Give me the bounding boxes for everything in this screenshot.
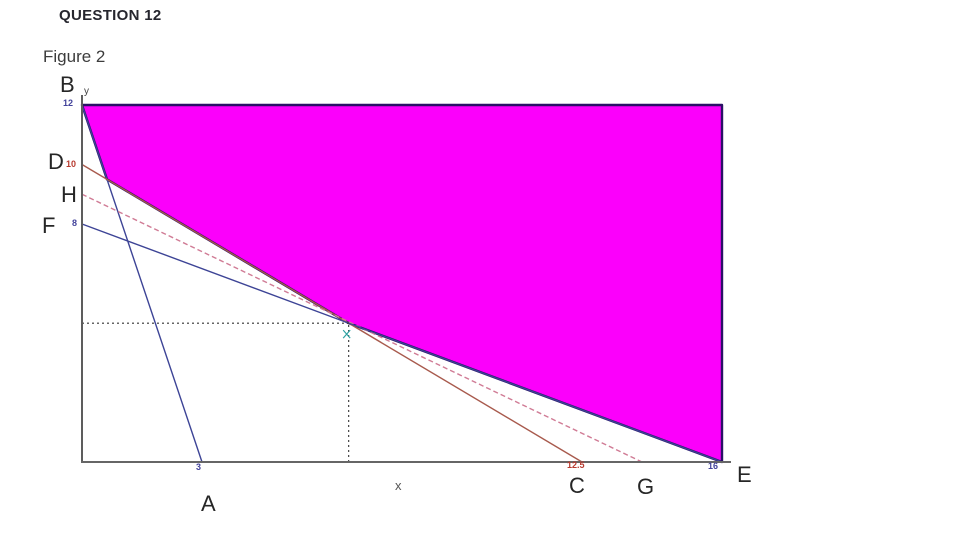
x-axis-label: x xyxy=(395,478,402,493)
question-title: QUESTION 12 xyxy=(59,7,162,24)
optimal-point-marker xyxy=(342,329,351,339)
figure-caption: Figure 2 xyxy=(43,47,106,66)
line-F-E xyxy=(81,223,723,463)
feasible-region xyxy=(80,103,724,464)
line-A xyxy=(81,104,203,463)
y-axis-label: y xyxy=(84,86,89,97)
